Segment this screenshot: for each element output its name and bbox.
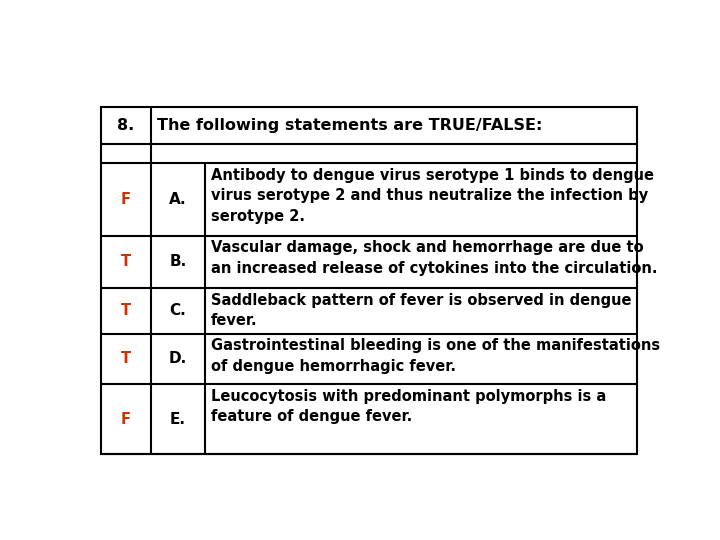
Text: F: F [121, 192, 131, 207]
Text: E.: E. [170, 411, 186, 427]
Text: C.: C. [170, 303, 186, 318]
Text: Saddleback pattern of fever is observed in dengue
fever.: Saddleback pattern of fever is observed … [211, 293, 631, 328]
Bar [101, 107, 637, 454]
Text: Vascular damage, shock and hemorrhage are due to
an increased release of cytokin: Vascular damage, shock and hemorrhage ar… [211, 240, 657, 276]
Text: A.: A. [169, 192, 186, 207]
Text: Gastrointestinal bleeding is one of the manifestations
of dengue hemorrhagic fev: Gastrointestinal bleeding is one of the … [211, 338, 660, 374]
Text: Antibody to dengue virus serotype 1 binds to dengue
virus serotype 2 and thus ne: Antibody to dengue virus serotype 1 bind… [211, 168, 654, 224]
Text: D.: D. [168, 352, 187, 367]
Text: T: T [121, 352, 131, 367]
Text: Leucocytosis with predominant polymorphs is a
feature of dengue fever.: Leucocytosis with predominant polymorphs… [211, 389, 606, 424]
Text: T: T [121, 254, 131, 269]
Text: The following statements are TRUE/FALSE:: The following statements are TRUE/FALSE: [158, 118, 543, 133]
Text: 8.: 8. [117, 118, 135, 133]
Text: T: T [121, 303, 131, 318]
Text: B.: B. [169, 254, 186, 269]
Text: F: F [121, 411, 131, 427]
